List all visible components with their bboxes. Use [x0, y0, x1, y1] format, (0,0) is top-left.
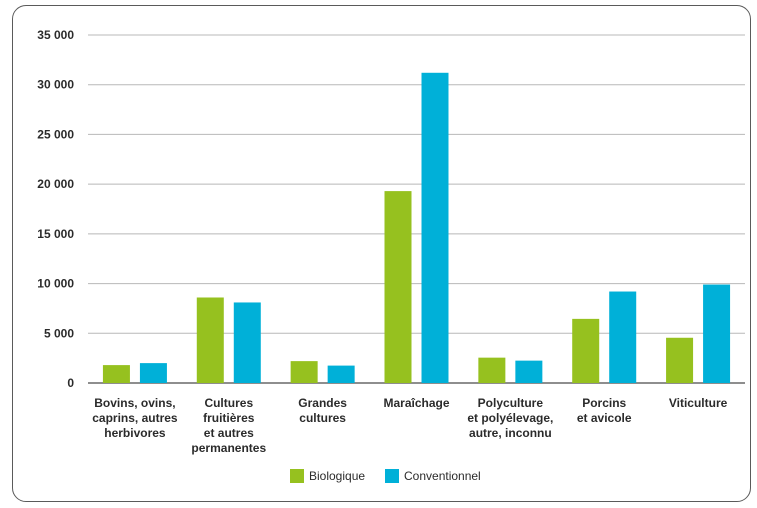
category-label: Viticulture — [669, 396, 728, 410]
bar-biologique-2 — [290, 361, 318, 383]
category-label: Porcins et avicole — [577, 396, 632, 425]
legend-label-biologique: Biologique — [309, 469, 365, 483]
bar-conventionnel-5 — [609, 291, 637, 383]
bar-biologique-3 — [384, 191, 412, 383]
chart-frame — [12, 5, 751, 502]
bar-biologique-4 — [478, 357, 506, 383]
category-label: Polyculture et polyélevage, autre, inconnu — [467, 396, 553, 440]
category-label: Maraîchage — [383, 396, 449, 410]
bar-conventionnel-1 — [233, 302, 261, 383]
y-tick-label: 30 000 — [37, 78, 74, 92]
bar-conventionnel-4 — [515, 360, 543, 383]
bar-conventionnel-6 — [703, 284, 731, 383]
y-tick-label: 35 000 — [37, 28, 74, 42]
legend-label-conventionnel: Conventionnel — [404, 469, 481, 483]
y-tick-label: 5 000 — [44, 326, 74, 340]
bar-biologique-0 — [102, 365, 130, 383]
category-label: Cultures fruitières et autres permanentes — [191, 396, 266, 455]
bar-biologique-5 — [572, 318, 600, 383]
bar-conventionnel-3 — [421, 72, 449, 383]
bar-conventionnel-2 — [327, 365, 355, 383]
y-tick-label: 0 — [67, 376, 74, 390]
y-tick-label: 15 000 — [37, 227, 74, 241]
category-label: Bovins, ovins, caprins, autres herbivores — [92, 396, 178, 440]
y-tick-label: 20 000 — [37, 177, 74, 191]
category-label: Grandes cultures — [298, 396, 347, 425]
bar-biologique-1 — [196, 297, 224, 383]
y-tick-label: 25 000 — [37, 127, 74, 141]
bar-biologique-6 — [666, 337, 694, 383]
legend-swatch-conventionnel — [385, 469, 399, 483]
legend-swatch-biologique — [290, 469, 304, 483]
y-tick-label: 10 000 — [37, 277, 74, 291]
bar-conventionnel-0 — [139, 363, 167, 383]
